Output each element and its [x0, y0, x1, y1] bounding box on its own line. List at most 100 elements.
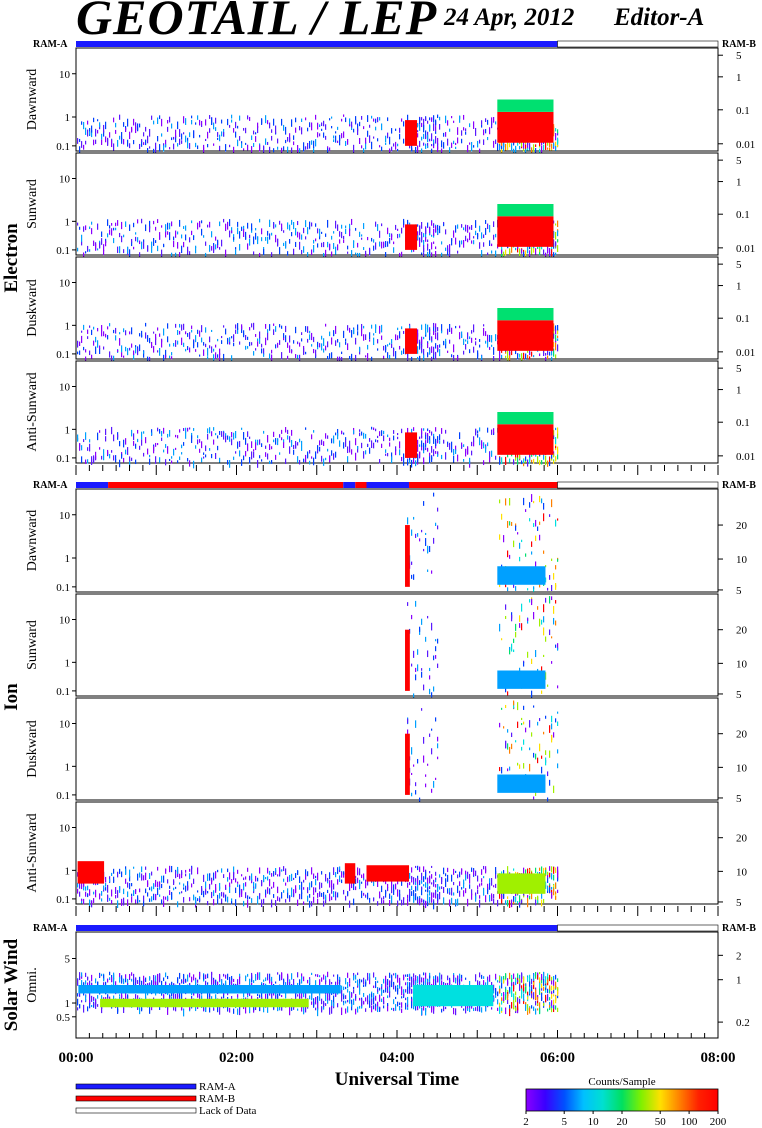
- spectrogram-cell: [335, 131, 337, 134]
- spectrogram-cell: [485, 227, 487, 235]
- spectrogram-cell: [427, 883, 429, 891]
- spectrogram-cell: [551, 584, 553, 591]
- spectrogram-cell: [77, 888, 79, 894]
- spectrogram-cell: [379, 431, 381, 437]
- spectrogram-cell: [481, 355, 483, 360]
- spectrogram-cell: [125, 346, 127, 352]
- spectrogram-cell: [379, 994, 381, 1002]
- spectrogram-cell: [259, 893, 261, 900]
- spectrogram-cell: [495, 870, 497, 879]
- spectrogram-cell: [285, 126, 287, 135]
- spectrogram-cell: [253, 236, 255, 245]
- spectrogram-cell: [327, 889, 329, 894]
- spectrogram-cell: [311, 881, 313, 888]
- spectrogram-cell: [537, 757, 539, 764]
- spectrogram-cell: [357, 128, 359, 136]
- spectrogram-cell: [265, 236, 267, 241]
- spectrogram-cell: [315, 878, 317, 886]
- spectrogram-cell: [223, 131, 225, 137]
- spectrogram-cell: [387, 344, 389, 347]
- spectrogram-cell: [549, 248, 551, 256]
- spectrogram-cell: [319, 343, 321, 348]
- spectrogram-cell: [419, 436, 421, 439]
- spectrogram-cell: [491, 335, 493, 343]
- spectrogram-cell: [407, 882, 409, 885]
- spectrogram-cell: [265, 138, 267, 145]
- spectrogram-cell: [483, 976, 485, 979]
- spectrogram-cell: [321, 343, 323, 351]
- spectrogram-cell: [317, 449, 319, 454]
- spectrogram-cell: [465, 448, 467, 454]
- spectrogram-cell: [373, 333, 375, 336]
- spectrogram-cell: [289, 895, 291, 899]
- spectrogram-cell: [89, 1002, 91, 1009]
- spectrogram-cell: [155, 981, 157, 988]
- spectrogram-cell: [439, 886, 441, 890]
- spectrogram-cell: [229, 219, 231, 227]
- spectrogram-cell: [435, 136, 437, 144]
- spectrogram-cell: [391, 452, 393, 461]
- spectrogram-cell: [411, 574, 413, 579]
- spectrogram-cell: [139, 899, 141, 903]
- spectrogram-cell: [441, 330, 443, 334]
- spectrogram-cell: [167, 992, 169, 996]
- spectrogram-cell: [309, 995, 311, 1000]
- spectrogram-cell: [363, 325, 365, 329]
- spectrogram-cell: [537, 246, 539, 249]
- spectrogram-cell: [387, 117, 389, 122]
- spectrogram-cell: [383, 978, 385, 984]
- spectrogram-cell: [539, 534, 541, 541]
- spectrogram-cell: [539, 250, 541, 256]
- spectrogram-cell: [441, 877, 443, 882]
- spectrogram-cell: [541, 899, 543, 907]
- spectrogram-cell: [147, 335, 149, 342]
- spectrogram-cell: [463, 127, 465, 131]
- spectrogram-cell: [163, 243, 165, 248]
- spectrogram-cell: [429, 976, 431, 983]
- spectrogram-cell: [477, 232, 479, 240]
- spectrogram-cell: [291, 219, 293, 225]
- spectrogram-cell: [553, 329, 555, 336]
- spectrogram-cell: [361, 431, 363, 436]
- spectrogram-cell: [443, 132, 445, 137]
- spectrogram-cell: [399, 1005, 401, 1011]
- spectrogram-cell: [413, 764, 415, 767]
- spectrogram-cell: [141, 140, 143, 147]
- spectrogram-cell: [329, 455, 331, 463]
- spectrogram-cell: [91, 901, 93, 905]
- spectrogram-cell: [107, 894, 109, 902]
- spectrogram-cell: [197, 983, 199, 986]
- spectrogram-cell: [351, 1003, 353, 1007]
- ram-segment: [366, 482, 410, 488]
- spectrogram-cell: [303, 879, 305, 883]
- spectrogram-cell: [553, 883, 555, 892]
- spectrogram-cell: [529, 747, 531, 751]
- spectrogram-cell: [487, 340, 489, 348]
- spectrogram-cell: [371, 141, 373, 150]
- spectrogram-cell: [555, 565, 557, 570]
- spectrogram-cell: [431, 356, 433, 364]
- spectrogram-cell: [553, 220, 555, 224]
- spectrogram-cell: [435, 323, 437, 329]
- spectrogram-cell: [289, 133, 291, 142]
- spectrogram-cell: [473, 441, 475, 447]
- spectrogram-cell: [77, 978, 79, 986]
- spectrogram-cell: [265, 877, 267, 880]
- spectrogram-cell: [241, 326, 243, 333]
- spectrogram-cell: [433, 346, 435, 355]
- spectrogram-cell: [77, 872, 79, 877]
- spectrogram-cell: [341, 994, 343, 1002]
- spectrogram-cell: [469, 336, 471, 340]
- spectrogram-cell: [223, 325, 225, 328]
- spectrogram-cell: [421, 122, 423, 128]
- spectrogram-cell: [259, 867, 261, 874]
- spectrogram-cell: [351, 218, 353, 225]
- spectrogram-cell: [295, 241, 297, 248]
- spectrogram-cell: [519, 895, 521, 903]
- spectrogram-cell: [143, 241, 145, 249]
- spectrogram-cell: [509, 646, 511, 650]
- spectrogram-cell: [193, 340, 195, 349]
- spectrogram-cell: [217, 1006, 219, 1013]
- spectrogram-cell: [343, 889, 345, 895]
- spectrogram-cell: [249, 116, 251, 121]
